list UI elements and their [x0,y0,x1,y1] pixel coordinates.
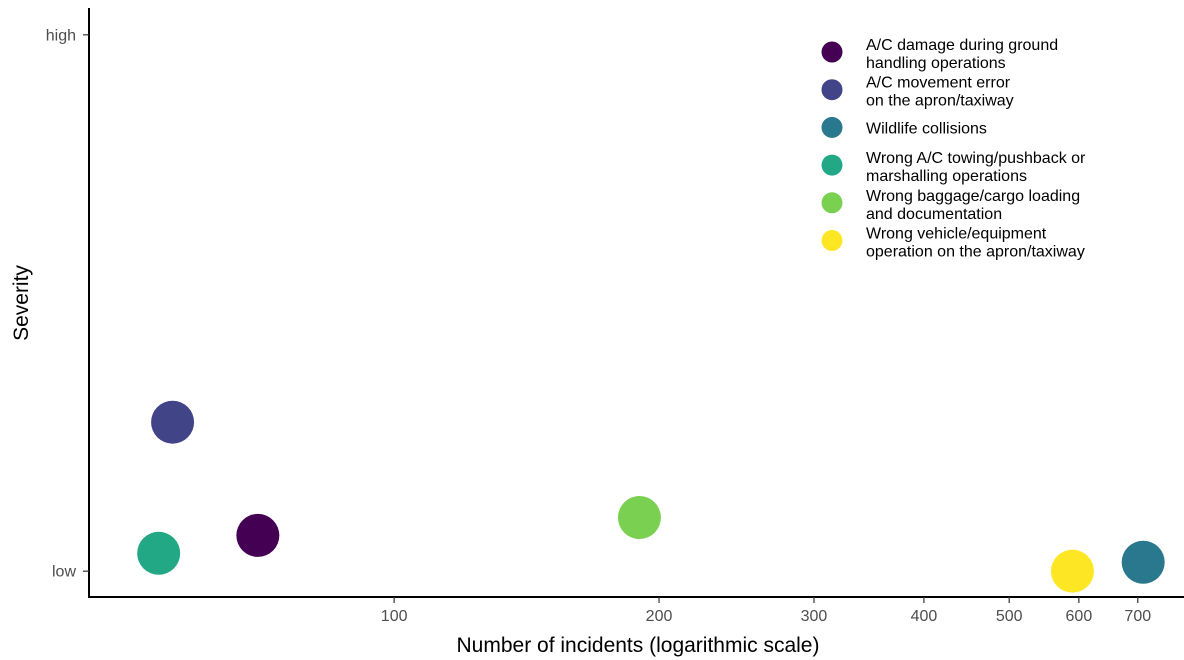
x-axis-ticks: 100 200 300 400 500 600 700 [381,597,1151,625]
x-tick-label: 300 [801,608,828,625]
legend-key [821,79,843,101]
x-tick-label: 600 [1066,608,1093,625]
legend-key [821,154,843,176]
legend-key [821,192,843,214]
legend-label-line: marshalling operations [866,168,1027,185]
data-point [236,513,280,557]
legend-label: A/C movement error on the apron/taxiway [866,75,1014,110]
legend-label-line: Wrong baggage/cargo loading [866,188,1080,205]
legend-label-line: Wrong A/C towing/pushback or [866,150,1086,167]
y-axis-title: Severity [10,265,33,341]
legend-label: Wrong vehicle/equipment operation on the … [866,226,1085,261]
legend-label: Wrong A/C towing/pushback or marshalling … [866,150,1086,185]
data-point [137,531,181,575]
legend-label-line: handling operations [866,55,1006,72]
x-tick-label: 700 [1124,608,1151,625]
x-axis-title: Number of incidents (logarithmic scale) [457,634,820,657]
legend-label: A/C damage during ground handling operati… [866,37,1058,72]
data-point [1121,540,1165,584]
y-axis-ticks: low high [46,27,89,581]
legend-label: Wrong baggage/cargo loading and documenta… [866,188,1080,223]
legend-key [821,116,843,138]
legend-label-line: A/C damage during ground [866,37,1058,54]
x-tick-label: 400 [911,608,938,625]
legend-label: Wildlife collisions [866,120,987,137]
legend-label-line: Wrong vehicle/equipment [866,226,1047,243]
data-points [137,400,1165,593]
legend-label-line: operation on the apron/taxiway [866,244,1085,261]
legend-key [821,230,843,251]
data-point [1050,549,1094,593]
legend-label-line: A/C movement error [866,75,1011,92]
legend-label-line: on the apron/taxiway [866,93,1014,110]
x-tick-label: 100 [381,608,408,625]
data-point [617,496,661,540]
legend-key [821,41,843,63]
x-tick-label: 500 [996,608,1023,625]
y-tick-label: high [46,27,76,44]
y-tick-label: low [52,564,76,581]
data-point [151,400,195,444]
legend: A/C damage during ground handling operati… [821,37,1086,261]
legend-label-line: and documentation [866,206,1002,223]
x-tick-label: 200 [646,608,673,625]
